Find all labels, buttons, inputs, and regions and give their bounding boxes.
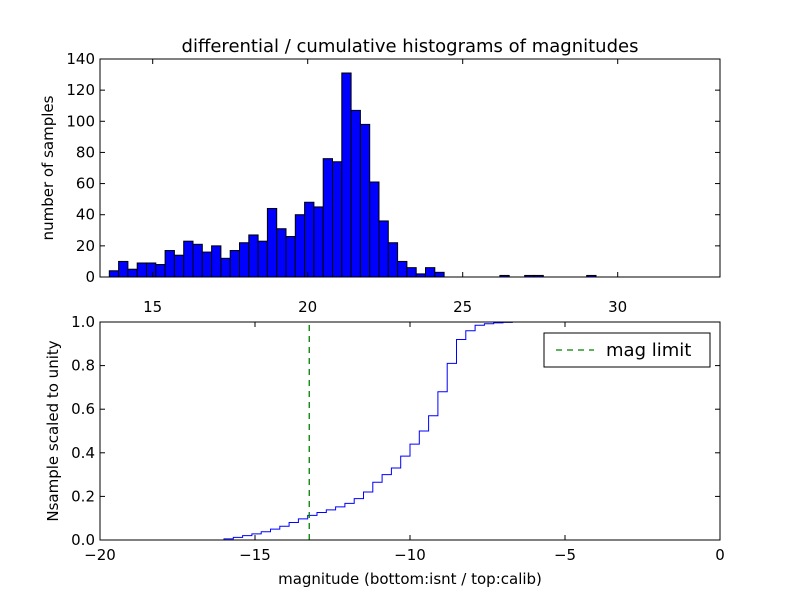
histogram-bar (276, 228, 287, 278)
histogram-bar (229, 250, 240, 278)
x-tick-label: −10 (394, 546, 426, 564)
legend-label-mag-limit: mag limit (606, 340, 691, 361)
y-tick-label: 60 (76, 175, 95, 193)
histogram-bar (378, 220, 389, 278)
histogram-bar (397, 260, 408, 278)
y-tick-label: 80 (76, 143, 95, 161)
y-tick-label: 140 (66, 50, 95, 68)
histogram-bar (359, 123, 371, 278)
histogram-bar (332, 161, 343, 278)
y-tick-label: 40 (76, 206, 95, 224)
x-tick-label: 25 (453, 298, 472, 316)
y-tick-label: 0.4 (71, 444, 95, 462)
histogram-bar (248, 234, 259, 278)
histogram-bar (341, 72, 352, 278)
top-axis-ticks: 0 20 40 60 80 100 120 140 15 20 25 30 (66, 50, 720, 316)
histogram-bars (108, 72, 597, 278)
histogram-bar (183, 240, 194, 278)
histogram-bar (146, 262, 157, 278)
x-tick-label: −5 (554, 546, 576, 564)
histogram-bar (220, 257, 231, 278)
y-tick-label: 120 (66, 81, 95, 99)
cumulative-histogram-panel: 0.0 0.2 0.4 0.6 0.8 1.0 −20 −15 −10 −5 0 Nsample s… (44, 313, 725, 588)
histogram-bar (294, 214, 306, 278)
x-tick-label: −20 (84, 546, 116, 564)
histogram-bar (201, 251, 213, 278)
histogram-bar (425, 267, 436, 278)
histogram-bar (322, 158, 334, 278)
differential-histogram-panel: differential / cumulative histograms of … (39, 36, 721, 316)
histogram-bar (369, 181, 380, 278)
histogram-bar (387, 242, 399, 278)
legend: mag limit (543, 332, 711, 368)
histogram-bar (127, 268, 138, 278)
histogram-bar (285, 236, 296, 278)
y-tick-label: 0 (85, 268, 95, 286)
chart-title: differential / cumulative histograms of … (182, 36, 639, 57)
histogram-bar (350, 109, 361, 278)
y-tick-label: 0.0 (71, 531, 95, 549)
histogram-bar (257, 240, 268, 278)
histogram-bar (266, 207, 278, 278)
histogram-bar (313, 206, 324, 278)
bottom-y-axis-label: Nsample scaled to unity (44, 340, 62, 521)
y-tick-label: 20 (76, 237, 95, 255)
histogram-bar (239, 242, 250, 278)
histogram-bar (434, 271, 445, 278)
histogram-bar (136, 262, 147, 278)
histogram-bar (304, 201, 315, 278)
x-tick-label: 30 (608, 298, 627, 316)
cumulative-step-line (100, 321, 720, 541)
histogram-bar (211, 245, 222, 278)
x-tick-label: −15 (239, 546, 271, 564)
histogram-bar (164, 250, 175, 278)
y-tick-label: 0.6 (71, 400, 95, 418)
top-plot-frame (99, 58, 721, 278)
histogram-bar (118, 260, 129, 278)
y-tick-label: 0.2 (71, 487, 95, 505)
x-tick-label: 0 (715, 546, 725, 564)
bottom-plot-frame (99, 321, 721, 541)
y-tick-label: 1.0 (71, 313, 95, 331)
histogram-bar (173, 254, 185, 278)
bottom-x-axis-label: magnitude (bottom:isnt / top:calib) (278, 570, 542, 588)
x-tick-label: 20 (298, 298, 317, 316)
histogram-bar (192, 243, 203, 278)
y-tick-label: 100 (66, 112, 95, 130)
histogram-bar (155, 264, 166, 278)
top-y-axis-label: number of samples (39, 95, 57, 240)
x-tick-label: 15 (143, 298, 162, 316)
histogram-bar (406, 267, 417, 278)
y-tick-label: 0.8 (71, 357, 95, 375)
histogram-bar (108, 270, 120, 278)
